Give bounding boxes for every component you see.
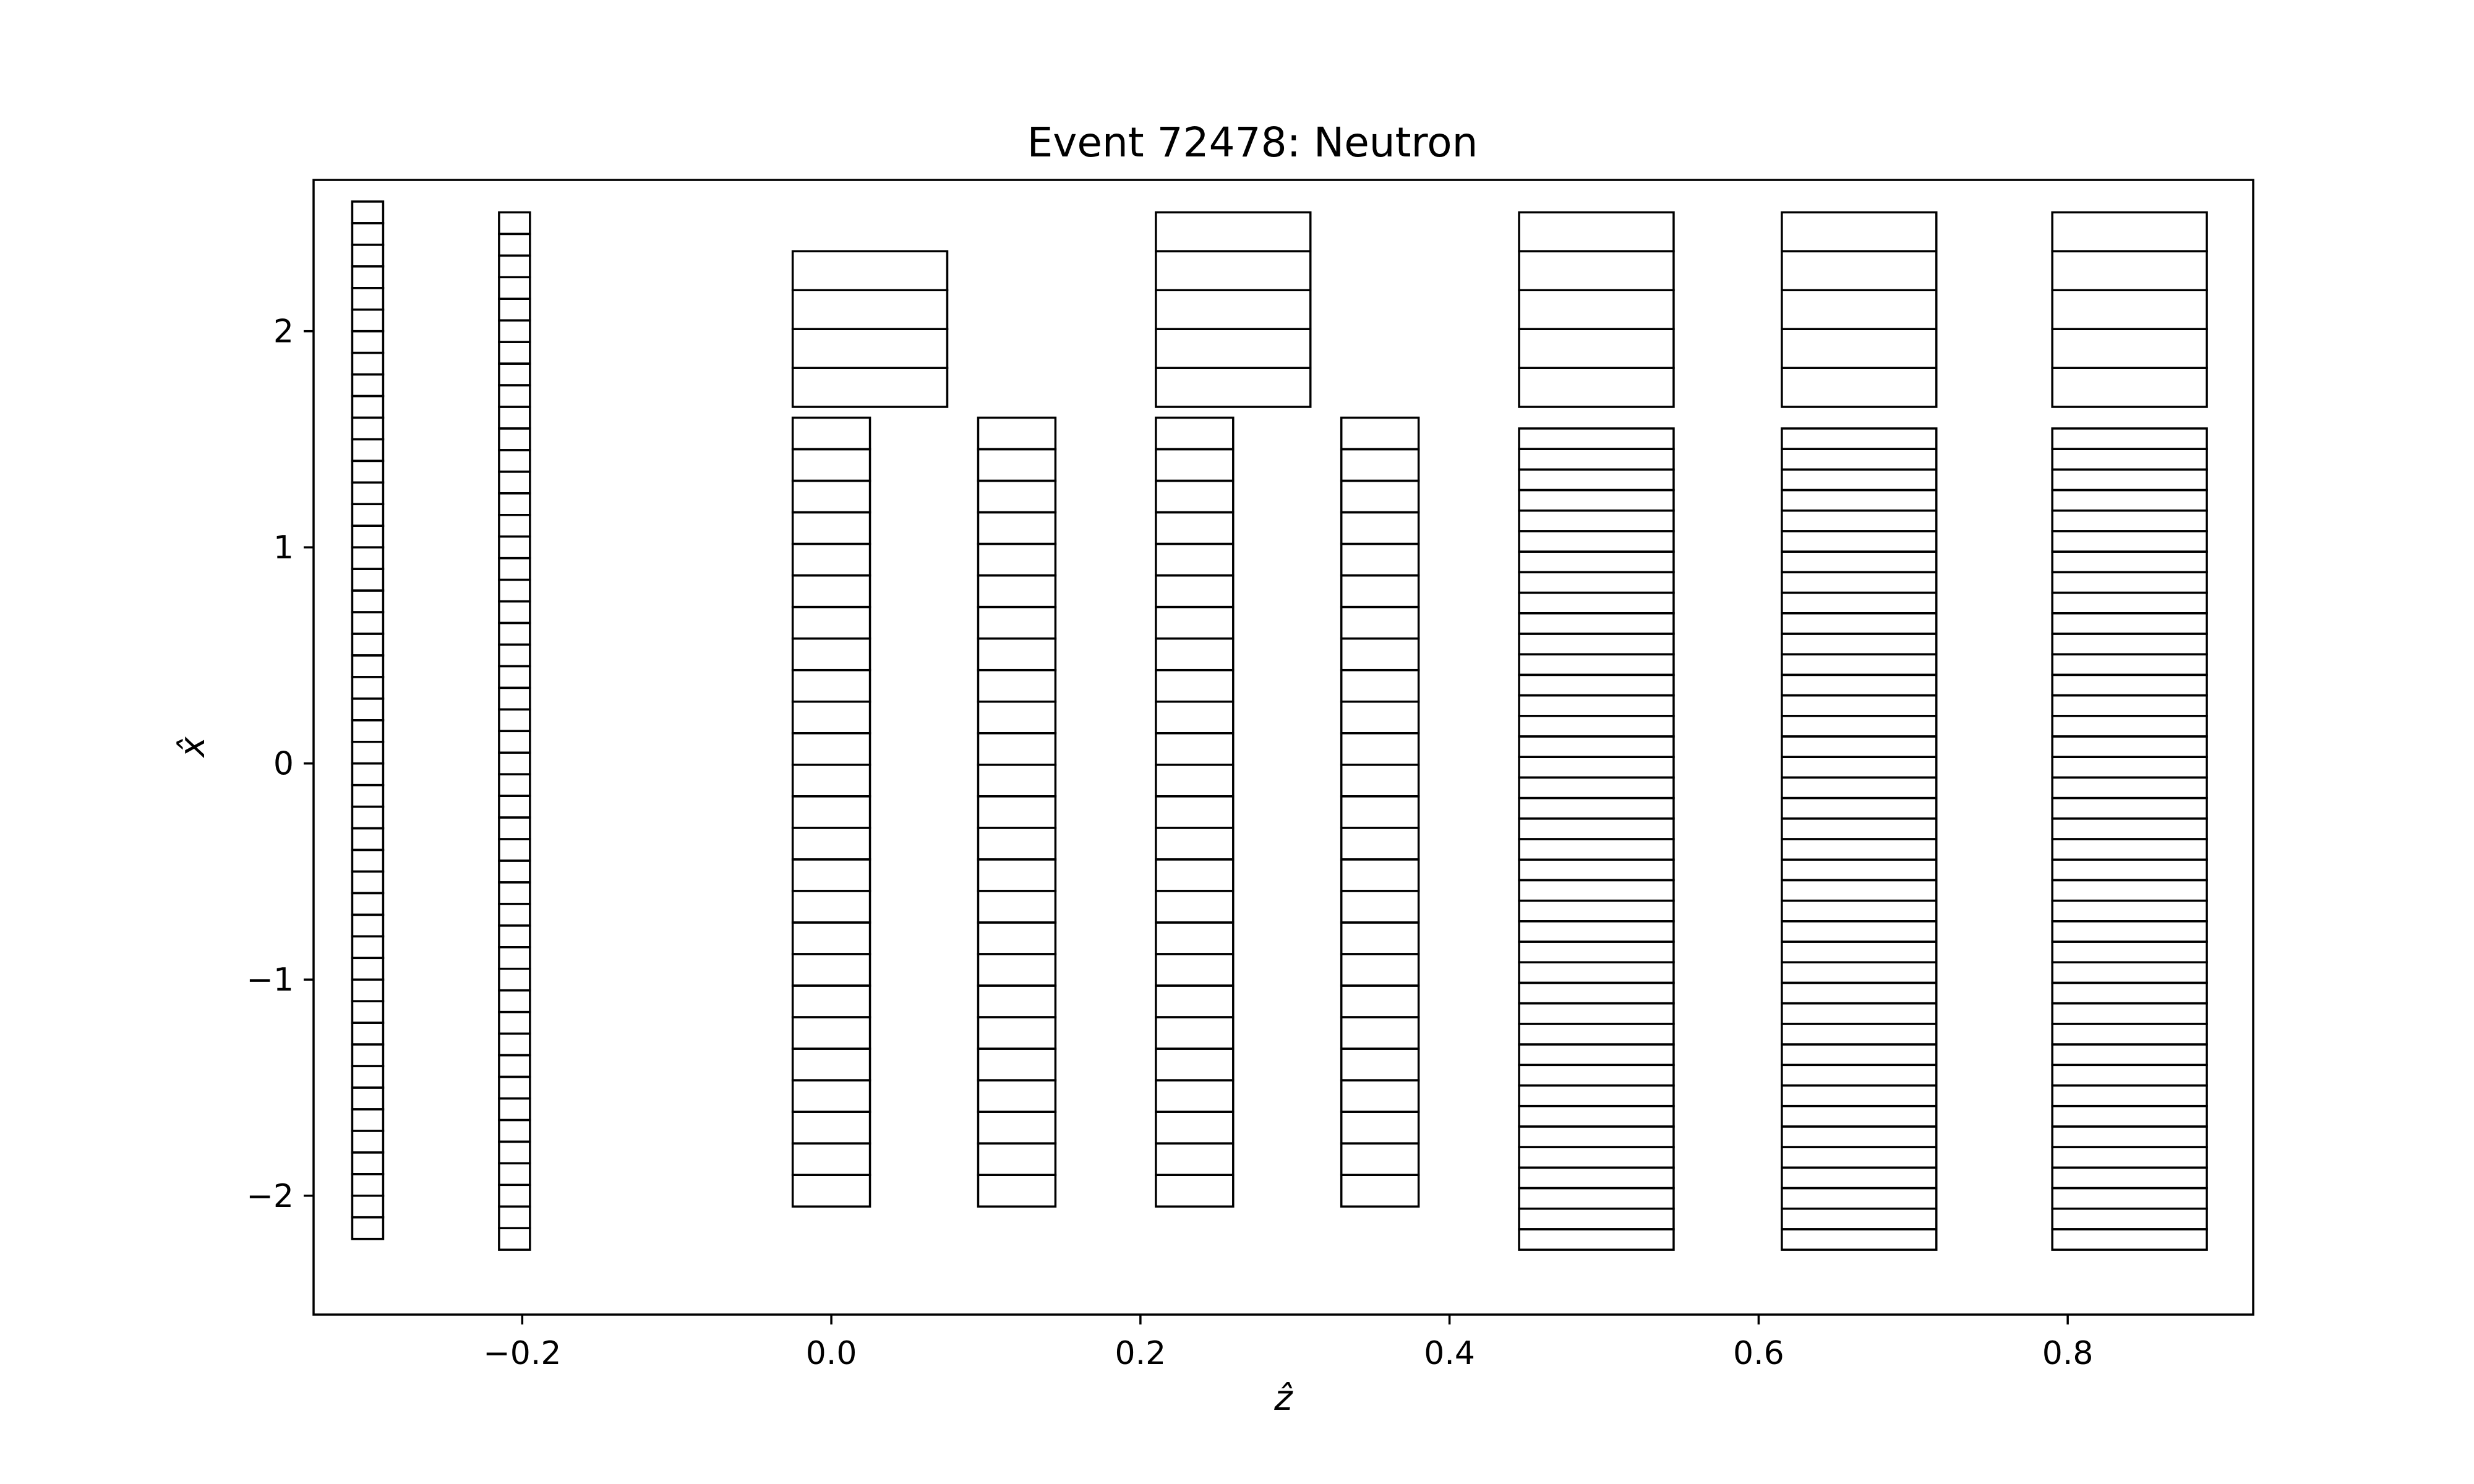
y-tick-label: 0: [273, 746, 294, 783]
plot-frame: [312, 179, 2254, 1316]
y-tick-label: −1: [246, 962, 294, 999]
detector-cell: [1155, 367, 1312, 408]
chart-title: Event 72478: Neutron: [1027, 119, 1478, 166]
detector-cell: [1518, 1228, 1675, 1251]
detector-cell: [1155, 1174, 1235, 1208]
detector-module: [2051, 427, 2208, 1251]
detector-module: [1518, 427, 1675, 1251]
x-tick-label: −0.2: [483, 1335, 561, 1372]
y-axis-label: x̂: [173, 736, 213, 759]
detector-cell: [1340, 1174, 1420, 1208]
detector-module: [977, 416, 1057, 1208]
y-tick-label: −2: [246, 1178, 294, 1215]
detector-module: [1781, 427, 1938, 1251]
detector-cell: [351, 1216, 385, 1240]
detector-module: [791, 416, 871, 1208]
detector-module: [2051, 211, 2208, 408]
detector-module: [1340, 416, 1420, 1208]
detector-module: [498, 211, 531, 1251]
x-tick-label: 0.4: [1424, 1335, 1475, 1372]
y-axis-ticks: −2 −1 0 1 2: [246, 313, 314, 1215]
detector-modules: [351, 200, 2208, 1251]
detector-cell: [1518, 367, 1675, 408]
detector-module: [1155, 211, 1312, 408]
detector-module: [351, 200, 385, 1240]
x-tick-label: 0.8: [2042, 1335, 2094, 1372]
detector-cell: [498, 1227, 531, 1251]
detector-module: [1155, 416, 1235, 1208]
detector-cell: [2051, 367, 2208, 408]
detector-cell: [791, 367, 949, 408]
y-tick-label: 1: [273, 529, 294, 566]
x-axis-ticks: −0.2 0.0 0.2 0.4 0.6 0.8: [483, 1315, 2093, 1372]
x-tick-label: 0.6: [1733, 1335, 1784, 1372]
detector-cell: [791, 1174, 871, 1208]
x-tick-label: 0.0: [806, 1335, 857, 1372]
detector-module: [1781, 211, 1938, 408]
x-axis-label: ẑ: [1273, 1378, 1293, 1418]
detector-module: [791, 250, 949, 408]
detector-cell: [1781, 1228, 1938, 1251]
y-tick-label: 2: [273, 313, 294, 351]
detector-cell: [1781, 367, 1938, 408]
detector-cell: [2051, 1228, 2208, 1251]
detector-module: [1518, 211, 1675, 408]
detector-cell: [977, 1174, 1057, 1208]
x-tick-label: 0.2: [1115, 1335, 1166, 1372]
